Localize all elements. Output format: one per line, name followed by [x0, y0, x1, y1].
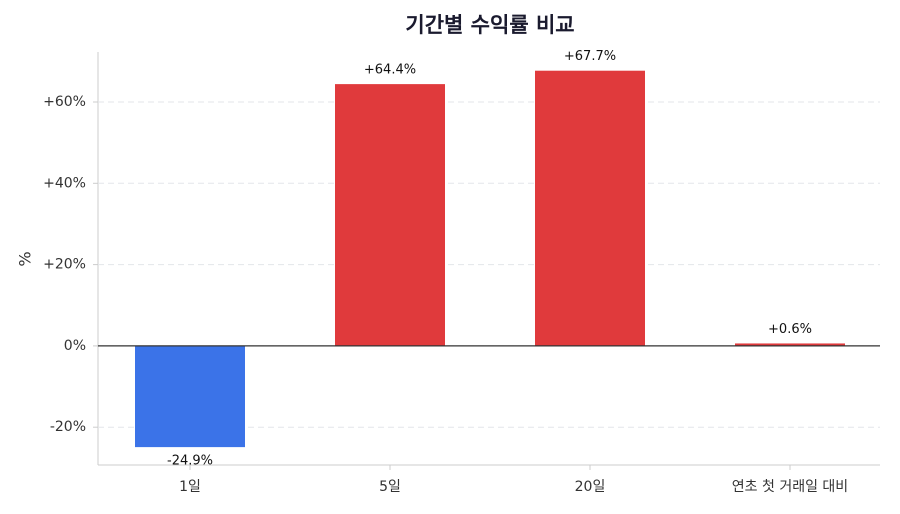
chart-title: 기간별 수익률 비교: [405, 13, 574, 37]
x-tick-label: 연초 첫 거래일 대비: [732, 479, 848, 495]
y-tick-label: 0%: [64, 338, 86, 354]
value-label: +64.4%: [364, 63, 416, 78]
bar: [335, 84, 445, 346]
y-tick-label: +60%: [43, 94, 86, 110]
value-label: +67.7%: [564, 49, 616, 64]
x-tick-label: 5일: [379, 479, 401, 495]
y-tick-label: +40%: [43, 175, 86, 191]
bar: [535, 70, 645, 346]
y-tick-label: +20%: [43, 257, 86, 273]
value-label: -24.9%: [167, 454, 213, 469]
bar: [735, 343, 845, 346]
bar: [135, 345, 245, 448]
y-axis-label: %: [16, 251, 35, 266]
y-tick-label: -20%: [50, 419, 86, 435]
x-tick-label: 1일: [179, 479, 201, 495]
value-label: +0.6%: [768, 322, 812, 337]
x-tick-label: 20일: [575, 479, 606, 495]
